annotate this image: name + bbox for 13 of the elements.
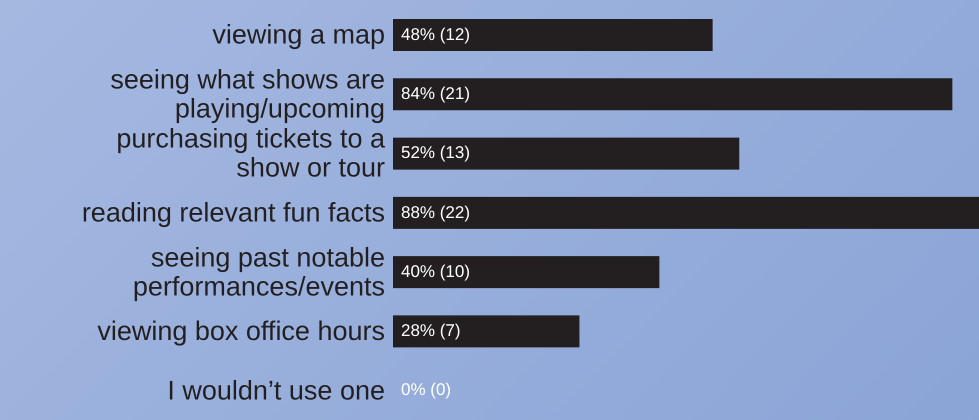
data-label: 0% (0) bbox=[401, 379, 452, 402]
data-label: 40% (10) bbox=[401, 260, 470, 283]
data-label: 84% (21) bbox=[401, 82, 470, 105]
data-label: 88% (22) bbox=[401, 202, 470, 224]
data-label: 48% (12) bbox=[401, 24, 470, 46]
y-tick-label: viewing box office hours bbox=[97, 316, 385, 346]
y-tick-label: viewing a map bbox=[212, 20, 385, 50]
y-tick-label: seeing past notable performances/events bbox=[132, 242, 385, 302]
data-label: 28% (7) bbox=[401, 320, 461, 342]
y-tick-label: purchasing tickets to a show or tour bbox=[116, 124, 386, 183]
y-tick-label: reading relevant fun facts bbox=[82, 198, 385, 228]
y-tick-label: I wouldn’t use one bbox=[167, 375, 385, 406]
data-label: 52% (13) bbox=[401, 142, 470, 164]
